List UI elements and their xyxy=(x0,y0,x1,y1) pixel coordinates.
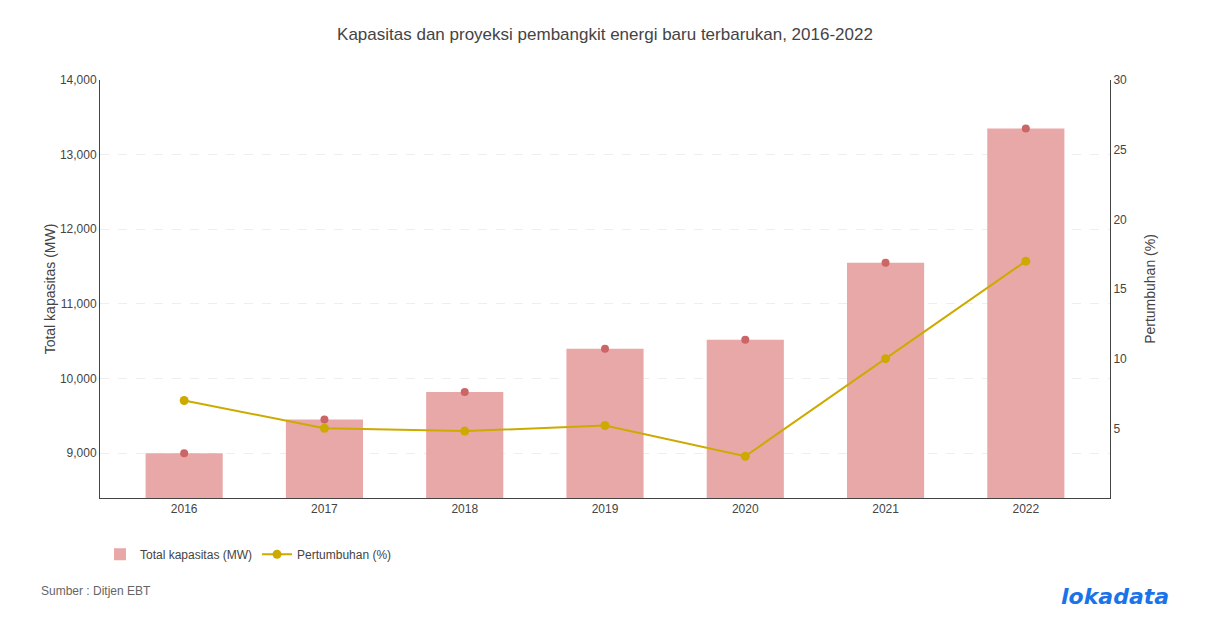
svg-text:30: 30 xyxy=(1113,73,1127,87)
svg-text:Total kapasitas (MW): Total kapasitas (MW) xyxy=(42,224,58,355)
svg-text:Pertumbuhan (%): Pertumbuhan (%) xyxy=(1142,234,1158,344)
svg-text:Kapasitas dan proyeksi pembang: Kapasitas dan proyeksi pembangkit energi… xyxy=(337,25,873,44)
svg-text:12,000: 12,000 xyxy=(60,222,97,236)
svg-text:lokadata: lokadata xyxy=(1061,584,1169,609)
svg-text:20: 20 xyxy=(1113,213,1127,227)
svg-text:9,000: 9,000 xyxy=(67,446,97,460)
svg-text:25: 25 xyxy=(1113,143,1127,157)
svg-text:5: 5 xyxy=(1113,422,1120,436)
svg-text:2019: 2019 xyxy=(592,502,619,516)
svg-text:2021: 2021 xyxy=(872,502,899,516)
svg-text:2016: 2016 xyxy=(171,502,198,516)
svg-text:10,000: 10,000 xyxy=(60,372,97,386)
svg-text:2017: 2017 xyxy=(311,502,338,516)
svg-text:13,000: 13,000 xyxy=(60,148,97,162)
svg-text:Total kapasitas (MW): Total kapasitas (MW) xyxy=(140,548,252,562)
svg-text:2018: 2018 xyxy=(451,502,478,516)
svg-text:10: 10 xyxy=(1113,352,1127,366)
svg-text:11,000: 11,000 xyxy=(61,297,97,311)
svg-text:15: 15 xyxy=(1113,282,1127,296)
svg-text:2022: 2022 xyxy=(1012,502,1039,516)
svg-text:14,000: 14,000 xyxy=(60,73,97,87)
svg-text:Pertumbuhan (%): Pertumbuhan (%) xyxy=(297,548,391,562)
svg-text:2020: 2020 xyxy=(732,502,759,516)
svg-text:Sumber : Ditjen EBT: Sumber : Ditjen EBT xyxy=(41,584,151,598)
